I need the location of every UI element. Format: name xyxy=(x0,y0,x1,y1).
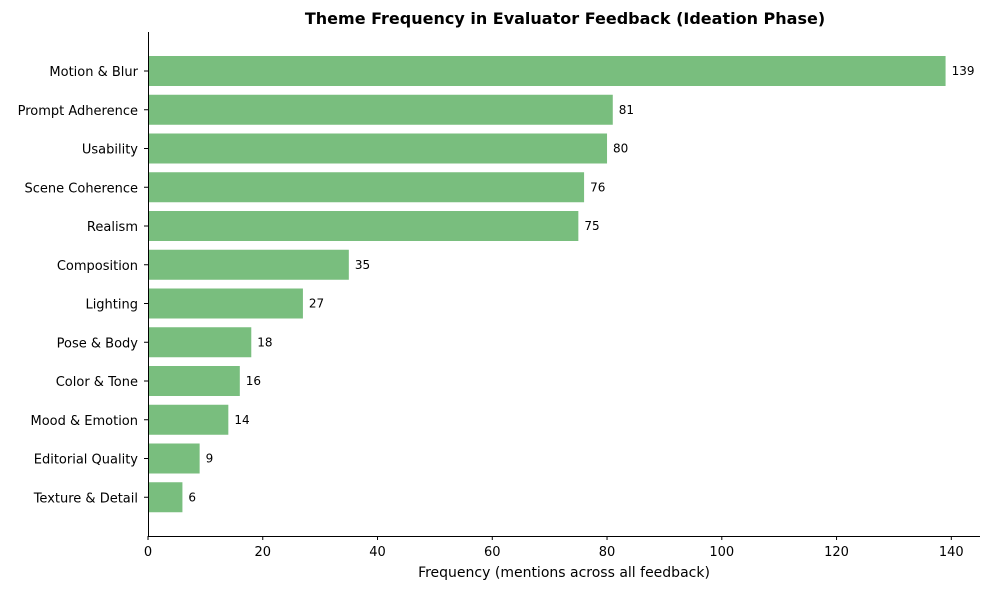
category-label: Composition xyxy=(57,259,138,274)
data-label: 27 xyxy=(309,297,324,311)
data-label: 75 xyxy=(584,219,599,233)
x-tick-label: 80 xyxy=(599,545,616,560)
x-tick-label: 100 xyxy=(709,545,734,560)
x-tick-label: 40 xyxy=(369,545,386,560)
bar xyxy=(148,443,200,474)
data-label: 35 xyxy=(355,258,370,272)
category-labels: Motion & Blur Prompt Adherence Usability Sc… xyxy=(18,65,148,506)
data-label: 80 xyxy=(613,142,628,156)
x-tick-label: 60 xyxy=(484,545,501,560)
category-label: Editorial Quality xyxy=(34,453,139,468)
bar xyxy=(148,133,608,164)
bar xyxy=(148,482,183,513)
category-label: Usability xyxy=(82,143,138,158)
data-label: 81 xyxy=(619,103,634,117)
bar xyxy=(148,56,946,86)
data-label: 9 xyxy=(206,452,214,466)
category-label: Scene Coherence xyxy=(25,181,138,196)
data-label: 139 xyxy=(952,64,975,78)
category-label: Texture & Detail xyxy=(33,491,138,506)
bars-group xyxy=(148,56,946,513)
category-label: Mood & Emotion xyxy=(30,414,138,429)
bar xyxy=(148,249,349,280)
bar xyxy=(148,366,240,396)
data-label: 76 xyxy=(590,180,605,194)
category-label: Color & Tone xyxy=(56,375,138,390)
bar xyxy=(148,172,585,203)
bar xyxy=(148,211,579,241)
x-tick-label: 20 xyxy=(254,545,271,560)
bar xyxy=(148,404,229,435)
category-label: Motion & Blur xyxy=(49,65,138,80)
data-label: 14 xyxy=(234,413,249,427)
category-label: Pose & Body xyxy=(57,336,139,351)
bar xyxy=(148,288,303,319)
category-label: Realism xyxy=(87,220,138,235)
data-label: 6 xyxy=(188,490,196,504)
data-label: 16 xyxy=(246,374,261,388)
category-label: Prompt Adherence xyxy=(18,104,138,119)
chart-title: Theme Frequency in Evaluator Feedback (I… xyxy=(305,9,825,28)
bar xyxy=(148,327,252,358)
x-tick-label: 140 xyxy=(939,545,964,560)
x-axis-label: Frequency (mentions across all feedback) xyxy=(418,565,710,581)
data-label: 18 xyxy=(257,335,272,349)
x-tick-label: 0 xyxy=(144,545,152,560)
data-labels: 139 81 80 76 75 35 27 18 16 14 9 6 xyxy=(188,64,974,504)
x-axis-ticks: 0 20 40 60 80 100 120 140 xyxy=(144,536,964,560)
category-label: Lighting xyxy=(85,298,138,313)
x-tick-label: 120 xyxy=(824,545,849,560)
bar xyxy=(148,94,613,125)
